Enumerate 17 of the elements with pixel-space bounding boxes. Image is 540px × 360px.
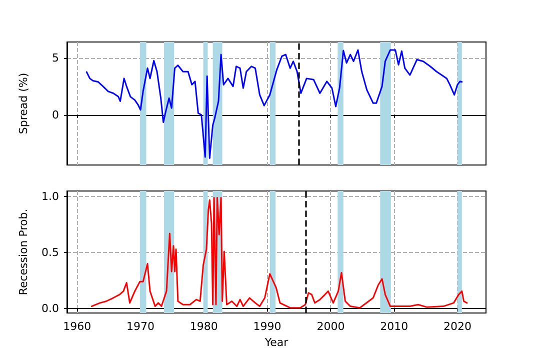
x-tick-label: 1980: [190, 320, 218, 333]
y-axis-title: Recession Prob.: [17, 208, 30, 296]
x-axis-title: Year: [264, 336, 289, 349]
y-tick-label: 0.0: [42, 302, 59, 316]
x-tick-label: 2010: [380, 320, 408, 333]
x-tick-label: 1960: [63, 320, 92, 333]
line-series: [86, 49, 463, 159]
y-tick-label: 1.0: [42, 190, 59, 204]
line-series: [90, 196, 468, 309]
x-tick-label: 1990: [253, 320, 282, 333]
y-axis-title: Spread (%): [17, 72, 30, 134]
x-tick-label: 2000: [316, 320, 345, 333]
x-tick-label: 2020: [443, 320, 472, 333]
y-tick-label: 0.5: [42, 246, 59, 260]
y-tick-label: 5: [52, 51, 59, 64]
x-tick-label: 1970: [126, 320, 155, 333]
y-tick-label: 0: [52, 108, 59, 122]
